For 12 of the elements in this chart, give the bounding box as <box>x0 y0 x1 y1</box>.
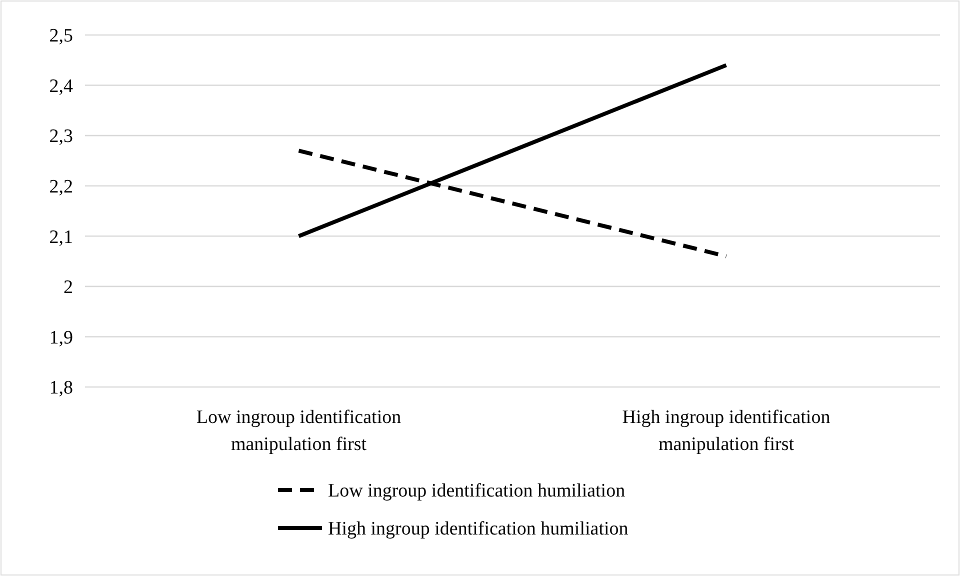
y-tick-label: 1,9 <box>49 327 73 348</box>
x-tick-label: High ingroup identification manipulation first <box>622 407 831 455</box>
x-tick-label: Low ingroup identification manipulation first <box>196 407 402 455</box>
y-tick-label: 2,1 <box>49 226 73 248</box>
y-tick-label: 2,5 <box>49 26 73 47</box>
y-tick-label: 2,4 <box>49 76 74 97</box>
y-tick-label: 2,2 <box>49 176 73 198</box>
legend-label: Low ingroup identification humiliation <box>328 480 626 502</box>
y-tick-label: 2,3 <box>49 126 73 148</box>
y-tick-label: 1,8 <box>49 378 73 399</box>
legend-label: High ingroup identification humiliation <box>328 518 629 540</box>
y-tick-label: 2 <box>64 277 73 298</box>
